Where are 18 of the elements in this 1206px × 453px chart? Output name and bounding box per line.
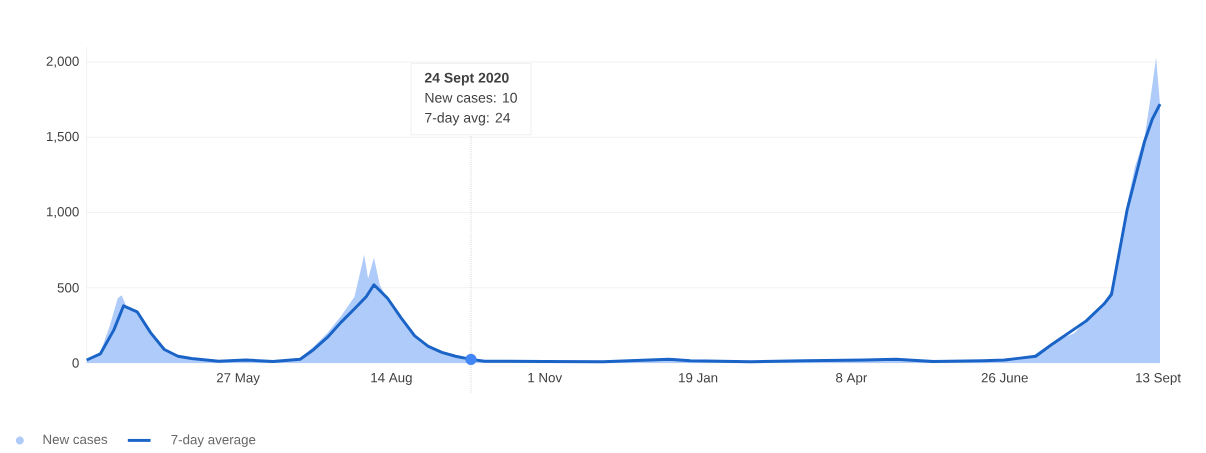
y-tick-label: 0 xyxy=(72,358,79,368)
x-tick-label: 19 Jan xyxy=(679,373,718,383)
legend-label: New cases xyxy=(43,434,108,445)
x-tick-label: 1 Nov xyxy=(528,373,563,383)
y-tick-label: 1,000 xyxy=(46,207,79,219)
y-tick-label: 2,000 xyxy=(46,56,79,68)
x-tick-label: 14 Aug xyxy=(371,373,412,385)
annotation: 7-day avg: 24 xyxy=(425,112,511,126)
legend-label: 7-day average xyxy=(171,434,256,447)
x-tick-label: 27 May xyxy=(216,373,260,386)
y-tick-label: 500 xyxy=(57,283,79,293)
x-tick-label: 13 Sept xyxy=(1136,373,1181,386)
line-series xyxy=(85,102,1162,364)
y-tick-label: 1,500 xyxy=(46,131,79,143)
annotation: 24 Sept 2020 xyxy=(424,72,509,86)
x-tick-label: 8 Apr xyxy=(836,373,868,386)
annotation: New cases: 10 xyxy=(425,92,517,103)
x-tick-label: 26 June xyxy=(981,373,1028,383)
